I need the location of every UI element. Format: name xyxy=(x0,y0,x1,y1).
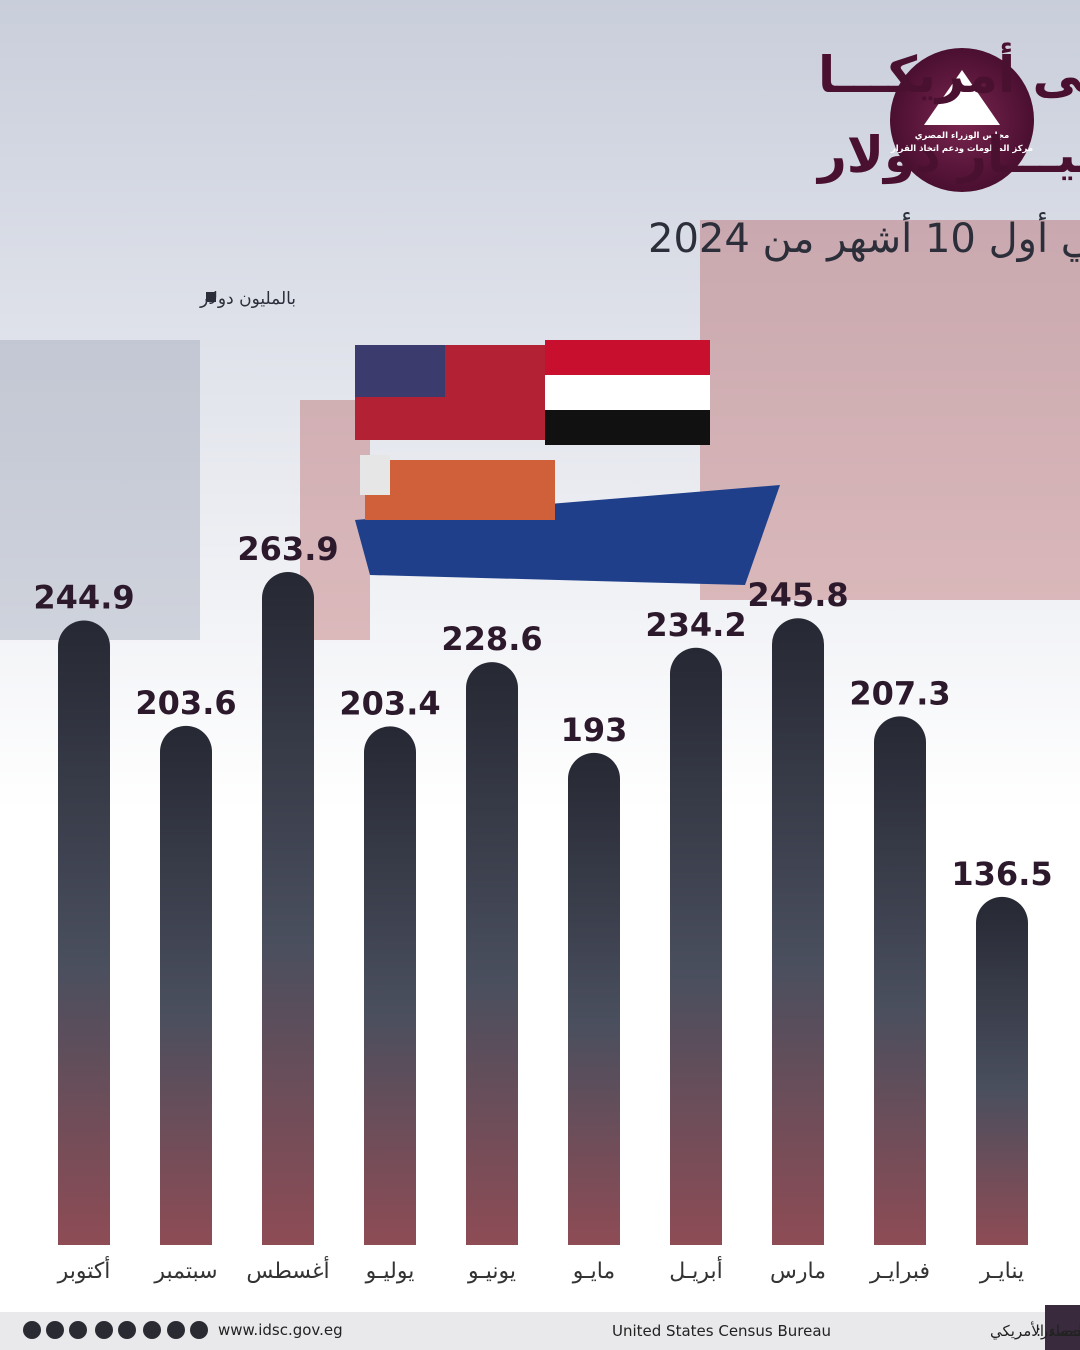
title: صادرات مصـــر إلى أمريكـــا xyxy=(818,42,1080,105)
logo-text: مجلس الوزراء المصري xyxy=(915,131,1010,141)
title: تتجـاوز 2 مليـــار دولار xyxy=(815,126,1080,185)
value-label: 136.5 xyxy=(951,855,1052,893)
value-label: 228.6 xyxy=(441,620,542,658)
social-icon[interactable] xyxy=(46,1321,64,1339)
value-label: 207.3 xyxy=(849,674,950,712)
x-tick-label: سبتمبر xyxy=(153,1259,217,1284)
social-icon[interactable] xyxy=(167,1321,185,1339)
website: www.idsc.gov.eg xyxy=(218,1321,343,1339)
bar xyxy=(874,716,926,1245)
value-label: 203.6 xyxy=(135,684,236,722)
source-en: United States Census Bureau xyxy=(612,1322,831,1340)
footer-accent xyxy=(1045,1305,1080,1350)
footer xyxy=(0,1312,1080,1350)
bar xyxy=(364,726,416,1245)
bar xyxy=(466,662,518,1245)
value-label: 245.8 xyxy=(747,576,848,614)
x-tick-label: يوليـو xyxy=(365,1259,415,1284)
x-tick-label: أبريـل xyxy=(669,1256,723,1284)
social-icons xyxy=(23,1321,208,1339)
logo-text: مركز المعلومات ودعم اتخاذ القرار xyxy=(890,144,1033,154)
bar xyxy=(568,752,620,1245)
social-icon[interactable] xyxy=(23,1321,41,1339)
x-tick-label: مايـو xyxy=(572,1259,615,1284)
bar xyxy=(160,725,212,1245)
source-ar: مكتب الإحصاء الأمريكي xyxy=(990,1321,1080,1341)
social-icon[interactable] xyxy=(190,1321,208,1339)
x-tick-label: ينايـر xyxy=(979,1259,1024,1284)
logo-emblem xyxy=(924,70,1000,125)
value-label: 244.9 xyxy=(33,579,134,617)
x-tick-label: أكتوبر xyxy=(57,1256,111,1284)
x-tick-label: فبرايـر xyxy=(869,1259,930,1284)
bar xyxy=(58,620,110,1245)
bars: 136.5 ينايـر 207.3 فبرايـر 245.8 مارس 234.2 أبر… xyxy=(33,530,1052,1284)
bar xyxy=(976,896,1028,1245)
social-icon[interactable] xyxy=(143,1321,161,1339)
social-icon[interactable] xyxy=(118,1321,136,1339)
x-tick-label: مارس xyxy=(770,1259,826,1284)
x-tick-label: يونيـو xyxy=(467,1259,516,1284)
bar xyxy=(670,647,722,1245)
x-tick-label: أغسطس xyxy=(246,1256,329,1284)
value-label: 234.2 xyxy=(645,606,746,644)
bar xyxy=(262,572,314,1245)
ship-illustration xyxy=(355,340,780,585)
unit-marker xyxy=(206,292,216,302)
subtitle: في أول 10 أشهر من 2024 xyxy=(648,212,1080,262)
social-icon[interactable] xyxy=(69,1321,87,1339)
social-icon[interactable] xyxy=(95,1321,113,1339)
unit-label: بالمليون دولار xyxy=(199,289,296,309)
value-label: 203.4 xyxy=(339,684,440,722)
source-label: المصدر: xyxy=(1036,1322,1080,1340)
value-label: 263.9 xyxy=(237,530,338,568)
value-label: 193 xyxy=(561,711,628,749)
bar xyxy=(772,618,824,1245)
